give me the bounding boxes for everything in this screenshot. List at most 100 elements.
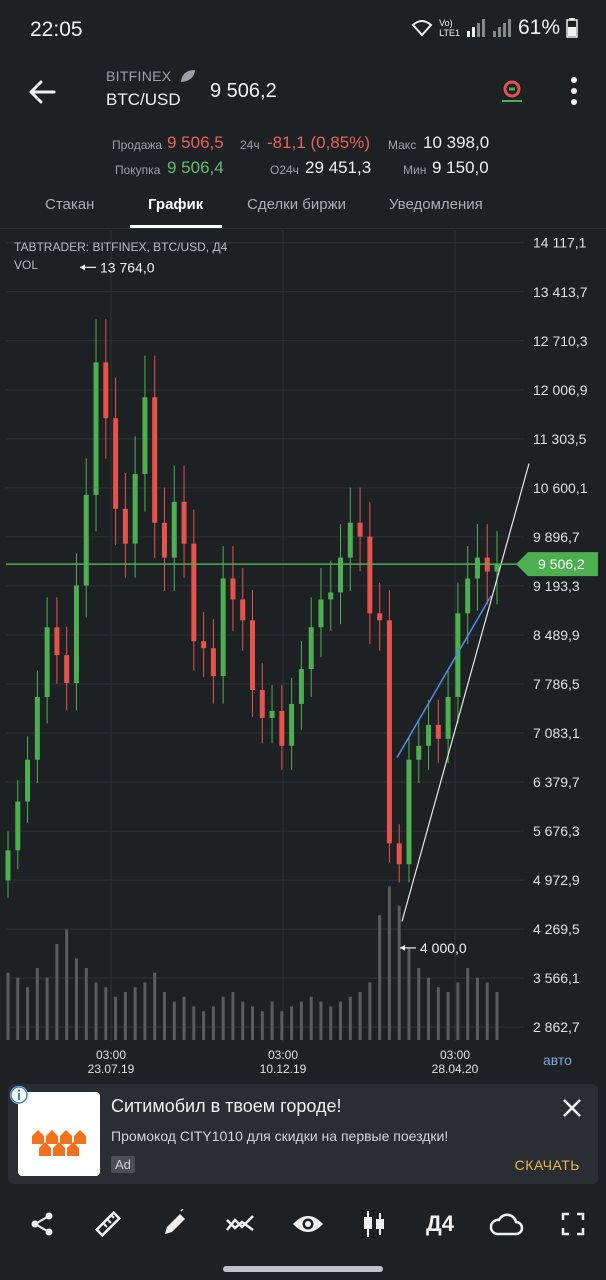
- y-tick-label: 2 862,7: [533, 1019, 580, 1035]
- active-tab-indicator: [130, 225, 222, 228]
- tab-orderbook[interactable]: Стакан: [45, 196, 95, 213]
- volume-bar: [65, 929, 69, 1040]
- y-tick-label: 4 972,9: [533, 872, 580, 888]
- chart-type-button[interactable]: [356, 1206, 392, 1242]
- candle-body: [298, 669, 304, 704]
- close-icon[interactable]: [560, 1096, 584, 1120]
- signal-icon-2: [492, 19, 511, 37]
- chart-canvas[interactable]: 14 117,1 13 413,7 12 710,3 12 006,9 11 303,5…: [0, 230, 606, 1085]
- y-tick-label: 11 303,5: [533, 431, 587, 447]
- candle-body: [406, 759, 412, 865]
- y-tick-label: 6 379,7: [533, 774, 580, 790]
- ad-info-icon[interactable]: [8, 1084, 30, 1106]
- bottom-toolbar: Д4: [0, 1196, 606, 1252]
- candle-body: [83, 494, 89, 586]
- ad-banner[interactable]: Ситимобил в твоем городе! Промокод CITY1…: [8, 1084, 598, 1184]
- timeframe-button[interactable]: Д4: [420, 1206, 460, 1242]
- candle-body: [142, 397, 148, 474]
- volume-bar: [309, 996, 313, 1040]
- volume-bar: [251, 1006, 254, 1040]
- candle-body: [435, 724, 441, 739]
- volume-bar: [241, 1001, 245, 1040]
- fullscreen-button[interactable]: [555, 1206, 591, 1242]
- current-price-tag: [516, 552, 598, 577]
- candle-body: [171, 501, 177, 558]
- candle-body: [250, 620, 255, 691]
- volume-bar: [475, 977, 479, 1040]
- candle-body: [445, 696, 451, 739]
- cloud-icon: [489, 1213, 524, 1236]
- x-tick-time: 03:00: [96, 1048, 126, 1062]
- wifi-icon: [411, 20, 433, 37]
- cloud-button[interactable]: [488, 1206, 524, 1242]
- back-arrow-icon[interactable]: [26, 76, 58, 108]
- auto-scale-label: авто: [543, 1052, 572, 1068]
- ruler-icon: [94, 1210, 122, 1238]
- market-stats: Продажа 9 506,5 Покупка 9 506,4 24ч -81,…: [0, 126, 606, 186]
- exchange-logo-icon[interactable]: [498, 76, 526, 104]
- ad-badge: Ad: [111, 1156, 135, 1173]
- candle-body: [220, 578, 226, 677]
- ad-text: Промокод CITY1010 для скидки на первые п…: [111, 1128, 449, 1144]
- price-chart[interactable]: 14 117,1 13 413,7 12 710,3 12 006,9 11 303,5…: [0, 230, 606, 1085]
- volume-bar: [299, 1001, 303, 1040]
- y-tick-label: 10 600,1: [533, 480, 588, 496]
- candle-body: [279, 710, 285, 746]
- volume-bar: [94, 982, 98, 1040]
- candle-body: [161, 522, 167, 558]
- volume-bar: [466, 968, 470, 1040]
- candle-body: [73, 585, 79, 684]
- volume-bar: [221, 996, 225, 1040]
- candle-body: [93, 362, 99, 495]
- houses-logo-icon: [32, 1130, 86, 1156]
- draw-button[interactable]: [157, 1206, 193, 1242]
- network-label: Vo) LTE1: [439, 18, 460, 38]
- volume-bar: [114, 996, 118, 1040]
- candle-body: [113, 418, 119, 509]
- candle-body: [455, 613, 461, 697]
- x-tick-date: 23.07.19: [88, 1062, 135, 1076]
- volume-bar: [358, 992, 362, 1040]
- pair-name: BTC/USD: [106, 90, 181, 109]
- visibility-button[interactable]: [290, 1206, 326, 1242]
- volume-bar: [16, 977, 20, 1040]
- share-button[interactable]: [24, 1206, 60, 1242]
- volume-bar: [319, 1001, 323, 1040]
- candle-body: [15, 801, 21, 851]
- tab-alerts[interactable]: Уведомления: [389, 196, 483, 213]
- last-price: 9 506,2: [210, 80, 277, 102]
- volume-value: 29 451,3: [305, 158, 372, 177]
- status-time: 22:05: [30, 18, 83, 41]
- current-price-label: 9 506,2: [538, 556, 585, 572]
- volume-bar: [172, 1001, 176, 1040]
- volume-bar: [260, 1011, 264, 1040]
- y-tick-label: 9 896,7: [533, 529, 580, 545]
- buy-label: Покупка: [115, 163, 161, 177]
- candle-body: [103, 362, 109, 419]
- ad-download-button[interactable]: СКАЧАТЬ: [514, 1157, 580, 1173]
- chart-title: TABTRADER: BITFINEX, BTC/USD, Д4: [14, 240, 228, 254]
- candle-body: [34, 696, 40, 760]
- indicators-button[interactable]: [223, 1206, 259, 1242]
- min-value: 9 150,0: [432, 158, 489, 177]
- y-tick-label: 5 676,3: [533, 823, 580, 839]
- pencil-icon: [165, 1209, 185, 1234]
- y-tick-label: 7 083,1: [533, 725, 580, 741]
- battery-percent: 61%: [517, 16, 560, 39]
- candle-body: [132, 473, 138, 544]
- more-menu-icon[interactable]: [562, 74, 586, 108]
- volume-bar: [35, 968, 39, 1040]
- candle-body: [44, 627, 50, 697]
- y-tick-label: 12 006,9: [533, 382, 588, 398]
- tab-chart[interactable]: График: [148, 196, 204, 213]
- volume-bar: [55, 944, 59, 1040]
- ad-image[interactable]: [18, 1092, 100, 1176]
- candle-body: [122, 508, 128, 544]
- ruler-button[interactable]: [90, 1206, 126, 1242]
- candle-body: [259, 690, 265, 718]
- tab-trades[interactable]: Сделки биржи: [247, 196, 347, 213]
- volume-bar: [368, 982, 372, 1040]
- volume-bar: [280, 1011, 284, 1040]
- y-tick-label: 13 413,7: [533, 284, 588, 300]
- volume-bar: [397, 905, 401, 1040]
